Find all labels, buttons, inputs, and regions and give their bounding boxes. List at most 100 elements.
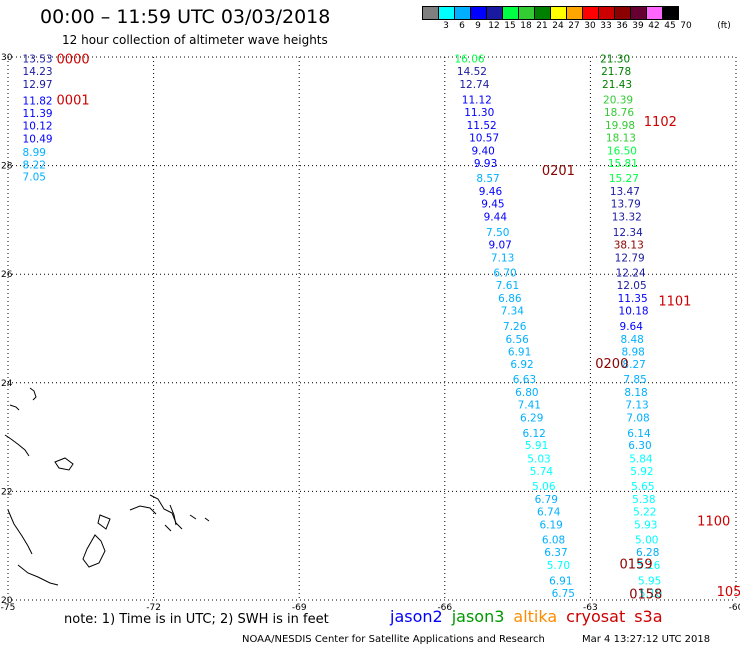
island-outline — [204, 517, 210, 522]
wave-height-value: 8.27 — [622, 359, 645, 371]
wave-height-value: 20.39 — [603, 94, 633, 106]
x-tick-label: -69 — [292, 603, 307, 613]
wave-height-value: 7.13 — [491, 252, 514, 264]
wave-height-value: 6.56 — [505, 334, 529, 346]
axis-tick-labels: -75 -72 -69 -66 -63 -60 20 22 24 26 28 30 — [1, 53, 740, 613]
wave-height-value: 10.49 — [23, 133, 53, 145]
wave-height-value: 6.28 — [636, 547, 659, 559]
wave-height-value: 12.24 — [616, 268, 646, 280]
colorbar-swatch — [662, 6, 679, 20]
wave-height-value: 9.64 — [620, 321, 644, 333]
wave-height-value: 5.03 — [527, 453, 550, 465]
wave-height-value: 5.93 — [634, 520, 657, 532]
wave-height-value: 5.00 — [635, 535, 658, 547]
footer-credit: NOAA/NESDIS Center for Satellite Applica… — [242, 634, 545, 645]
time-labels: 0000 0001 1102 0201 1101 0200 1100 0159 0158 1059 — [57, 53, 740, 603]
time-label: 1100 — [697, 514, 730, 529]
wave-height-value: 11.39 — [23, 108, 53, 120]
wave-height-value: 8.18 — [624, 387, 647, 399]
wave-height-value: 6.63 — [513, 374, 536, 386]
wave-height-value: 13.53 — [23, 54, 53, 66]
wave-height-value: 5.91 — [525, 440, 548, 452]
y-tick-label: 20 — [1, 596, 13, 606]
colorbar-tick: 39 — [632, 21, 644, 31]
chart-title: 00:00 – 11:59 UTC 03/03/2018 — [40, 6, 331, 28]
colorbar-tick-labels: 3 6 9 12 15 18 21 24 27 30 33 36 39 42 45 70 (ft) — [422, 21, 740, 33]
colorbar-tick: 9 — [475, 21, 481, 31]
island-outline — [169, 504, 177, 526]
wave-height-value: 14.23 — [23, 66, 53, 78]
wave-height-value: 7.05 — [23, 171, 46, 183]
wave-height-value: 9.40 — [471, 145, 494, 157]
wave-height-value: 7.26 — [503, 321, 527, 333]
wave-height-value: 9.44 — [484, 212, 508, 224]
wave-height-value: 6.86 — [498, 293, 522, 305]
wave-height-value: 11.82 — [23, 95, 53, 107]
wave-height-value: 21.30 — [600, 54, 630, 66]
wave-height-value: 7.85 — [623, 374, 646, 386]
y-tick-label: 22 — [1, 487, 12, 497]
colorbar-tick: 33 — [600, 21, 612, 31]
island-outline — [9, 404, 20, 411]
wave-height-value: 6.08 — [542, 535, 565, 547]
x-tick-label: -63 — [583, 603, 598, 613]
y-tick-label: 28 — [1, 162, 13, 172]
footer-timestamp: Mar 4 13:27:12 UTC 2018 — [582, 634, 711, 645]
wave-height-value: 12.05 — [617, 280, 647, 292]
satellite-legend-item: jason2 — [390, 607, 443, 626]
wave-height-value: 10.12 — [23, 120, 53, 132]
wave-height-value: 5.84 — [629, 453, 653, 465]
island-outline — [7, 509, 33, 555]
time-label: 1101 — [658, 294, 691, 309]
wave-height-value: 8.98 — [621, 346, 644, 358]
wave-height-value: 7.41 — [518, 400, 541, 412]
colorbar-tick: 18 — [520, 21, 532, 31]
wave-height-value: 9.45 — [481, 199, 504, 211]
island-outline — [29, 387, 37, 401]
wave-height-value: 9.46 — [479, 186, 503, 198]
x-tick-label: -72 — [146, 603, 161, 613]
wave-height-value: 12.34 — [613, 227, 643, 239]
colorbar-tick: 70 — [680, 21, 692, 31]
wave-height-value: 8.99 — [23, 147, 46, 159]
colorbar-tick: 42 — [648, 21, 660, 31]
island-outline — [54, 457, 74, 471]
colorbar-tick: 45 — [664, 21, 676, 31]
wave-height-value: 7.13 — [625, 400, 648, 412]
wave-height-labels: 13.5314.2312.9711.8211.3910.1210.498.998… — [23, 54, 663, 600]
wave-height-value: 8.48 — [620, 334, 643, 346]
time-label: 1059 — [717, 585, 740, 600]
wave-height-value: 18.13 — [606, 132, 636, 144]
island-outline — [129, 505, 157, 515]
wave-height-value: 6.91 — [508, 346, 531, 358]
wave-height-value: 5.38 — [632, 494, 655, 506]
y-tick-label: 24 — [1, 379, 13, 389]
colorbar-tick: 36 — [616, 21, 628, 31]
wave-height-value: 10.57 — [469, 132, 499, 144]
satellite-legend: jason2 jason3 altika cryosat s3a — [390, 607, 672, 626]
chart-subtitle: 12 hour collection of altimeter wave hei… — [62, 33, 328, 47]
wave-height-value: 16.06 — [455, 54, 485, 66]
wave-height-value: 6.92 — [510, 359, 533, 371]
island-outline — [82, 534, 106, 568]
wave-height-value: 14.52 — [457, 66, 487, 78]
wave-height-value: 5.92 — [630, 466, 653, 478]
wave-height-value: 8.22 — [23, 160, 46, 172]
wave-height-value: 15.27 — [609, 173, 639, 185]
time-label: 0158 — [629, 588, 662, 603]
wave-height-value: 13.79 — [611, 199, 641, 211]
satellite-legend-item: jason3 — [451, 607, 505, 626]
wave-height-value: 12.79 — [615, 252, 645, 264]
colorbar-tick: 15 — [504, 21, 516, 31]
x-tick-label: -75 — [1, 603, 16, 613]
wave-height-value: 15.81 — [608, 158, 638, 170]
wave-height-value: 21.43 — [602, 79, 632, 91]
wave-height-value: 16.50 — [607, 145, 637, 157]
time-label: 0000 — [57, 53, 90, 68]
colorbar-tick: 3 — [443, 21, 449, 31]
wave-height-value: 21.78 — [601, 66, 631, 78]
island-outline — [4, 434, 30, 457]
wave-height-value: 7.08 — [626, 413, 649, 425]
wave-height-value: 12.74 — [459, 79, 489, 91]
